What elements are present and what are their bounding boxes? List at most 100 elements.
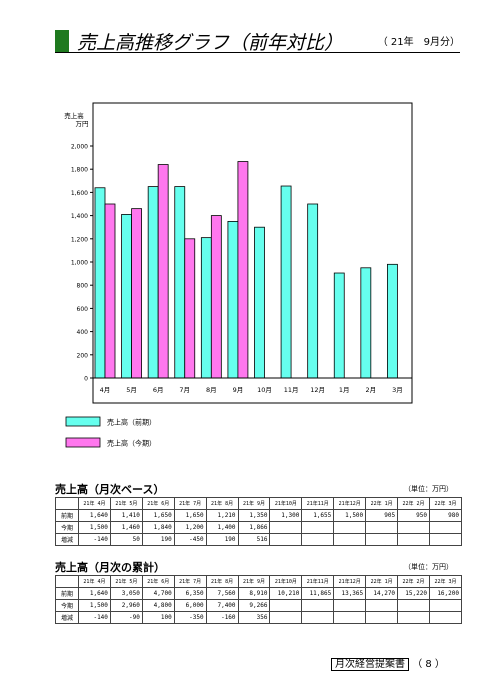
table-cell [269,521,303,534]
column-header: 21年 6月 [141,575,175,588]
table-cell [269,611,303,624]
table-row: 増減 -140 -90 100 -350 -160 356 [55,611,463,624]
bar-current [210,215,222,379]
column-header: 21年 4月 [78,497,111,510]
table-cell [397,599,430,612]
table-cell: 1,350 [237,509,271,522]
table-cell: 1,400 [205,521,239,534]
x-tick-label: 6月 [153,386,164,394]
table-cell [333,611,367,624]
bar-current [237,161,249,379]
table-cell [365,611,399,624]
column-header: 22年 2月 [397,497,430,510]
table-cell: 13,365 [333,587,367,600]
y-tick-label: 200 [77,352,89,359]
y-tick-label: 2,000 [71,144,88,151]
column-header: 21年 6月 [141,497,175,510]
cumulative-table: 21年 4月 21年 5月 21年 6月 21年 7月 21年 8月 21年 9月 21年1… [55,575,463,624]
page-number: （ 8 ） [412,659,445,670]
table-cell: 1,500 [333,509,367,522]
table-cell: -160 [205,611,239,624]
bar-prior [360,267,372,379]
table-cell [333,521,367,534]
cumulative-unit: （単位：万円） [404,563,453,571]
table-cell [333,599,367,612]
page-header: 売上高推移グラフ（前年対比） （ 21年 9月分） [55,28,460,54]
table-cell: 1,840 [141,521,175,534]
table-cell [397,533,430,546]
x-tick-label: 2月 [366,386,377,394]
bar-current [184,238,196,379]
table-cell: 1,460 [109,521,143,534]
bar-prior [147,186,159,379]
bar-prior [387,263,398,379]
table-cell: -350 [173,611,207,624]
table-cell: 356 [237,611,271,624]
row-label: 増減 [55,611,79,624]
row-label: 今期 [55,599,79,612]
sales-bar-chart: 0 200 400 600 800 1,000 1,200 1,400 1,600 1,800 2,… [64,102,413,448]
y-tick-label: 1,400 [71,213,88,220]
table-cell: 905 [365,509,399,522]
y-tick-label: 800 [77,283,89,290]
table-cell: 8,910 [237,587,271,600]
table-cell [428,611,463,624]
monthly-table: 21年 4月 21年 5月 21年 6月 21年 7月 21年 8月 21年 9月 21年1… [55,497,463,546]
x-tick-label: 5月 [126,386,137,394]
x-tick-label: 7月 [179,386,190,394]
table-cell: -140 [78,611,111,624]
table-cell [397,611,430,624]
table-cell: 7,560 [205,587,239,600]
bar-prior [200,237,212,379]
page-title: 売上高推移グラフ（前年対比） [77,32,344,54]
column-header: 21年10月 [269,497,303,510]
x-tick-label: 12月 [310,386,325,394]
table-cell [301,533,335,546]
table-cell: 1,866 [237,521,271,534]
table-row: 今期 1,500 1,460 1,840 1,200 1,400 1,866 [55,521,463,534]
y-tick-label: 0 [84,376,88,383]
monthly-unit: （単位：万円） [404,485,453,493]
table-cell: 3,050 [109,587,143,600]
x-tick-label: 8月 [206,386,217,394]
corner-cell [55,497,79,510]
column-header: 21年 8月 [205,497,239,510]
table-cell [365,533,399,546]
table-cell: -450 [173,533,207,546]
table-cell: 10,210 [269,587,303,600]
bar-prior [307,203,319,379]
y-tick-label: 400 [77,329,89,336]
table-cell: 1,210 [205,509,239,522]
table-row: 前期 1,640 1,410 1,650 1,650 1,210 1,350 1,300 1,6… [55,509,463,522]
page-footer: 月次経営提案書 （ 8 ） [331,655,445,671]
y-tick-label: 600 [77,306,89,313]
table-cell: 6,000 [173,599,207,612]
bar-prior [174,186,186,379]
column-header: 22年 2月 [397,575,430,588]
table-cell: 1,655 [301,509,335,522]
bar-prior [254,226,265,379]
bar-current [131,208,142,379]
report-period: （ 21年 9月分） [377,37,460,48]
table-cell: 1,650 [141,509,175,522]
table-cell: 4,700 [141,587,175,600]
legend-label: 売上高（今期） [107,439,156,448]
table-cell [365,521,399,534]
table-cell: 4,800 [141,599,175,612]
row-label: 増減 [55,533,79,546]
table-cell: 7,400 [205,599,239,612]
table-cell: 9,266 [237,599,271,612]
column-header: 21年12月 [333,575,367,588]
table-cell: 950 [397,509,430,522]
table-cell: 1,640 [78,587,111,600]
bar-prior [280,185,292,379]
table-cell: 190 [205,533,239,546]
table-cell: 190 [141,533,175,546]
column-header: 22年 3月 [428,575,463,588]
table-cell [333,533,367,546]
table-header-row: 21年 4月 21年 5月 21年 6月 21年 7月 21年 8月 21年 9月 21年1… [55,497,463,510]
x-tick-label: 4月 [100,386,111,394]
table-cell: 50 [109,533,143,546]
row-label: 前期 [55,509,79,522]
column-header: 21年 7月 [173,497,207,510]
